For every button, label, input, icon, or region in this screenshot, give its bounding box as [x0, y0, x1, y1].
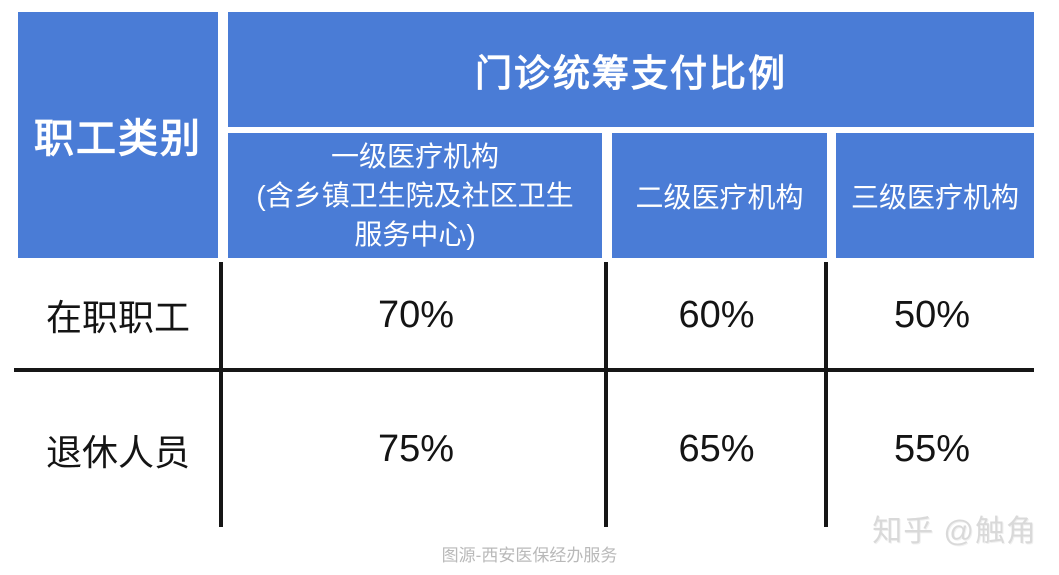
value-retired-level3: 55% — [893, 428, 971, 470]
image-source-caption: 图源-西安医保经办服务 — [441, 546, 618, 565]
vertical-grid-line-3 — [824, 262, 828, 527]
zhihu-watermark: 知乎 @触角 — [872, 515, 1037, 548]
column-header-level2-institution: 二级医疗机构 — [612, 133, 827, 258]
corner-header-employee-category: 职工类别 — [18, 12, 218, 258]
row-label-retired-personnel: 退休人员 — [45, 431, 190, 473]
vertical-grid-line-2 — [604, 262, 608, 527]
row-label-active-employees: 在职职工 — [45, 297, 190, 338]
value-active-level1: 70% — [377, 293, 455, 336]
column-header-level3-institution: 三级医疗机构 — [836, 133, 1034, 258]
value-active-level2: 60% — [678, 293, 755, 336]
value-retired-level2: 65% — [678, 428, 755, 470]
column-header-level1-line1: 一级医疗机构 — [330, 141, 499, 172]
group-header-outpatient-payment-ratio: 门诊统筹支付比例 — [228, 12, 1034, 127]
column-header-level1-line2: (含乡镇卫生院及社区卫生 — [256, 180, 574, 211]
horizontal-grid-line — [14, 368, 1034, 372]
column-header-level1-institution: 一级医疗机构 (含乡镇卫生院及社区卫生 服务中心) — [228, 133, 602, 258]
vertical-grid-line-1 — [219, 262, 223, 527]
column-header-level1-line3: 服务中心) — [354, 219, 476, 250]
value-active-level3: 50% — [893, 293, 971, 336]
value-retired-level1: 75% — [377, 428, 455, 470]
